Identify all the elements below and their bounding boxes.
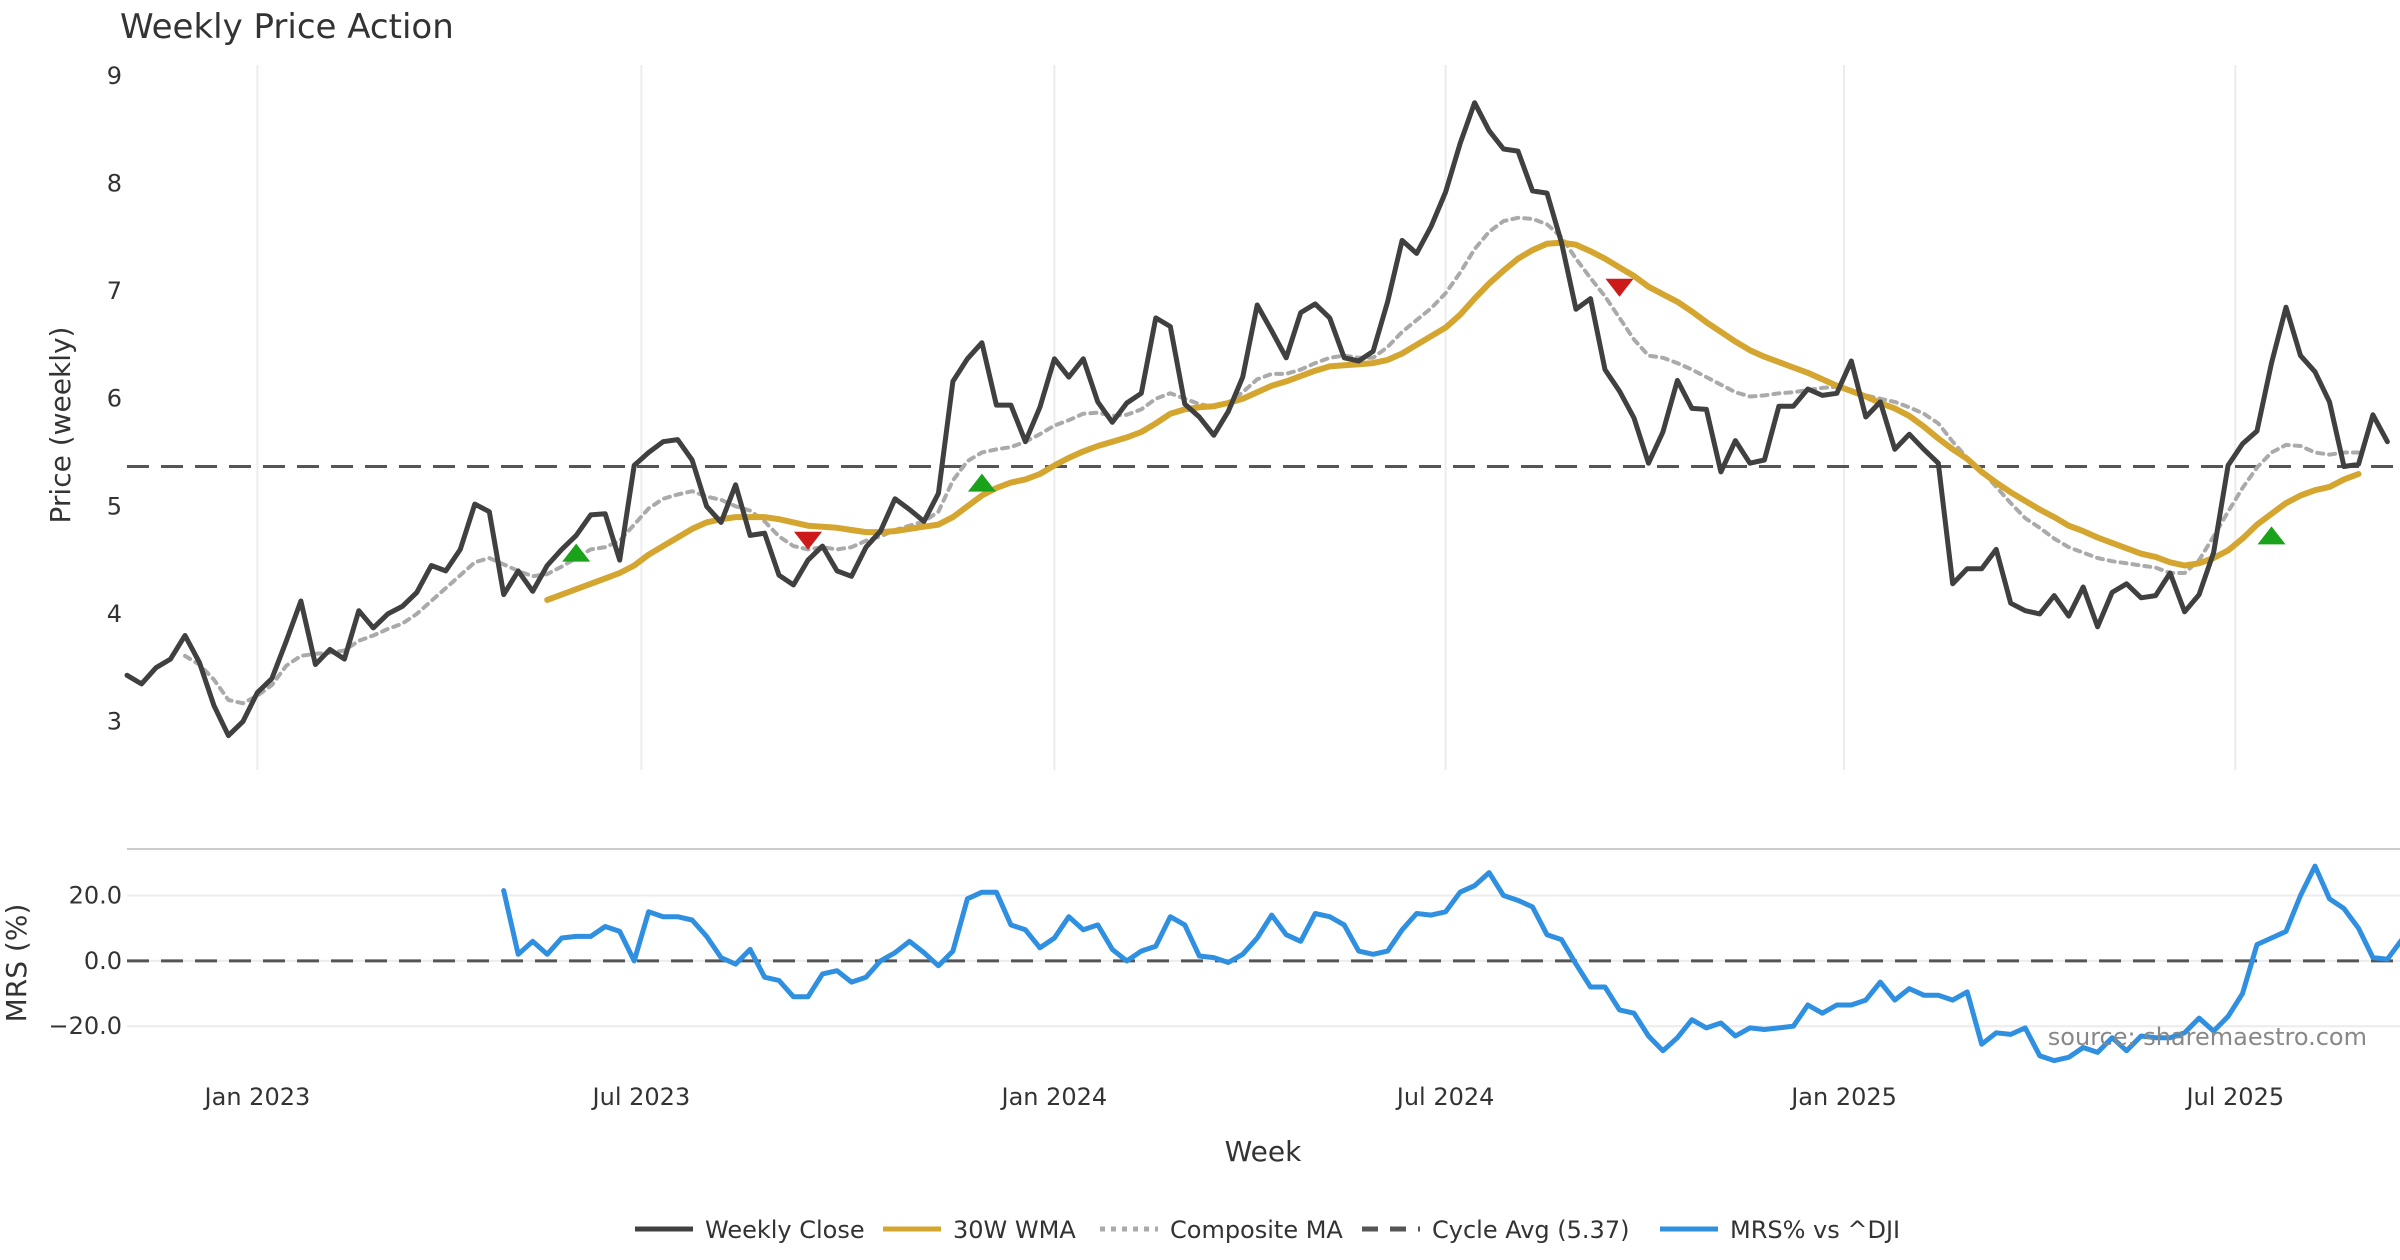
price-y-tick-label: 5	[107, 492, 122, 520]
x-tick-label: Jan 2024	[1000, 1083, 1108, 1111]
price-y-axis-title: Price (weekly)	[44, 327, 77, 524]
sell-signal-marker	[794, 531, 823, 550]
legend-label: Weekly Close	[705, 1216, 865, 1244]
mrs-y-tick-labels: 20.0 0.0 −20.0	[48, 881, 122, 1040]
source-note: source: sharemaestro.com	[2048, 1023, 2367, 1051]
x-tick-labels: Jan 2023 Jul 2023 Jan 2024 Jul 2024 Jan 2025…	[203, 1083, 2285, 1111]
buy-signal-marker	[967, 473, 996, 492]
mrs-series-lines	[501, 863, 2400, 1064]
mrs-y-axis-title: MRS (%)	[0, 904, 33, 1023]
price-y-tick-label: 8	[107, 169, 122, 197]
x-axis-title: Week	[1225, 1135, 1302, 1168]
sell-signal-marker	[1605, 278, 1634, 297]
x-tick-label: Jul 2024	[1395, 1083, 1495, 1111]
price-panel: 3 4 5 6 7 8 9 Price (weekly)	[44, 62, 2400, 770]
price-y-tick-label: 7	[107, 277, 122, 305]
price-y-tick-label: 3	[107, 708, 122, 736]
x-tick-label: Jul 2023	[591, 1083, 691, 1111]
composite-ma-line	[183, 215, 2361, 706]
mrs-y-tick-label: 0.0	[84, 947, 122, 975]
price-series-lines	[124, 100, 2390, 739]
legend-label: MRS% vs ^DJI	[1730, 1216, 1900, 1244]
x-tick-label: Jul 2025	[2184, 1083, 2284, 1111]
mrs-y-tick-label: 20.0	[69, 881, 122, 909]
legend-label: Cycle Avg (5.37)	[1432, 1216, 1629, 1244]
mrs-y-tick-label: −20.0	[48, 1012, 122, 1040]
mrs-panel: 20.0 0.0 −20.0 MRS (%)	[0, 863, 2400, 1064]
price-y-tick-labels: 3 4 5 6 7 8 9	[107, 62, 122, 736]
x-tick-label: Jan 2025	[1789, 1083, 1897, 1111]
legend-label: 30W WMA	[953, 1216, 1076, 1244]
signal-markers	[562, 278, 2286, 562]
mrs-line	[501, 863, 2400, 1064]
chart-title: Weekly Price Action	[120, 7, 454, 47]
price-gridlines	[256, 65, 2237, 770]
weekly-close-line	[124, 100, 2390, 739]
x-tick-label: Jan 2023	[203, 1083, 311, 1111]
buy-signal-marker	[562, 543, 591, 562]
buy-signal-marker	[2257, 526, 2286, 545]
legend-label: Composite MA	[1170, 1216, 1343, 1244]
price-y-tick-label: 4	[107, 600, 122, 628]
price-y-tick-label: 9	[107, 62, 122, 90]
legend: Weekly Close 30W WMA Composite MA Cycle Avg…	[635, 1216, 1900, 1244]
price-y-tick-label: 6	[107, 385, 122, 413]
30w-wma-line	[544, 239, 2362, 603]
